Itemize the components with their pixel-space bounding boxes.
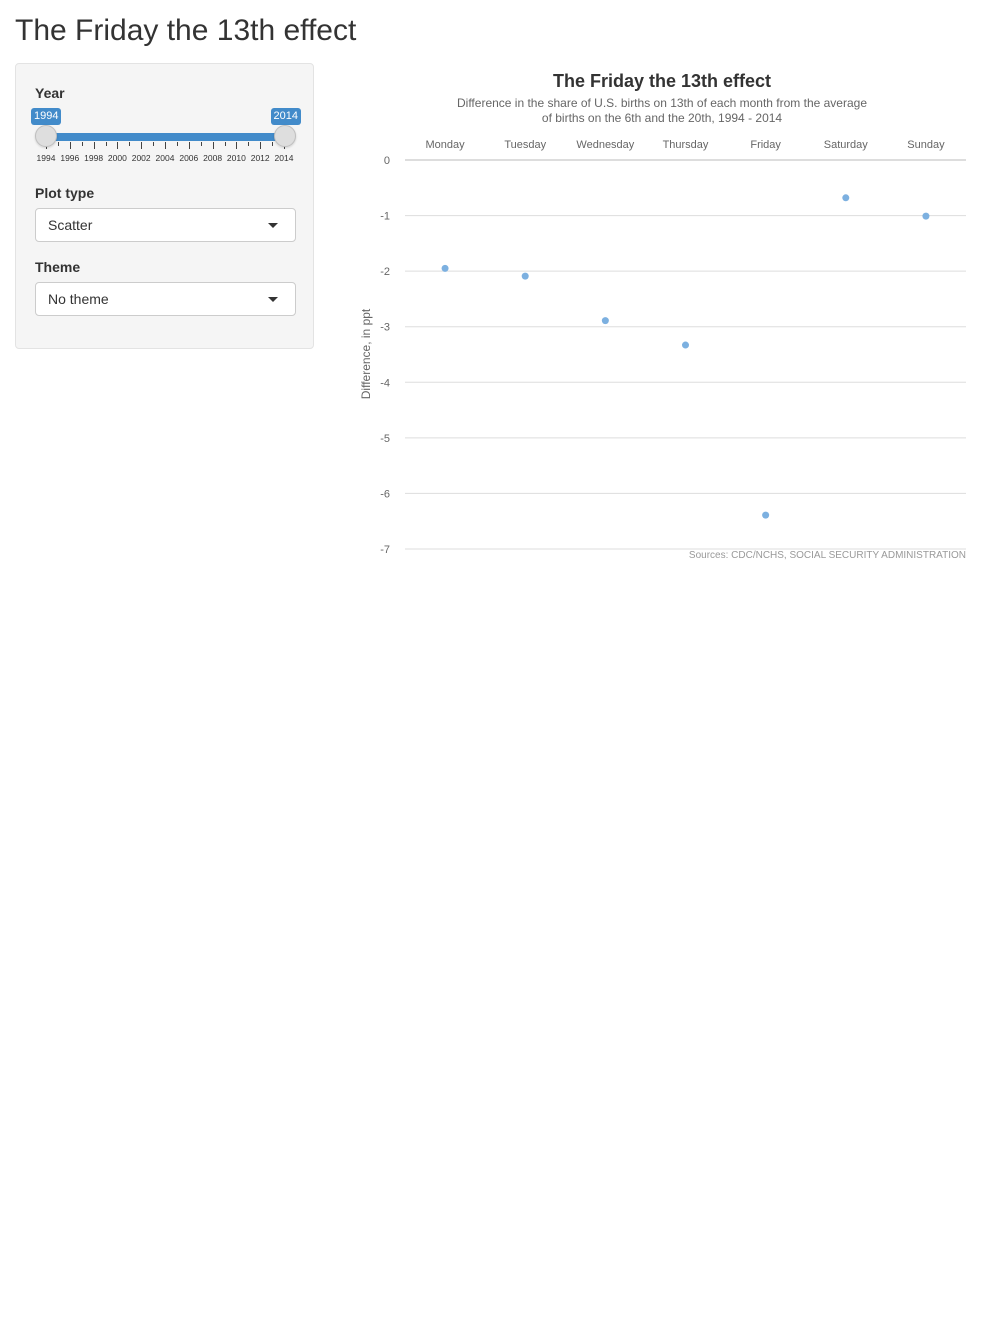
slider-tick-label: 2004 [155, 153, 175, 163]
theme-select[interactable]: No theme [35, 282, 296, 316]
slider-tick [93, 142, 95, 149]
chart-container: The Friday the 13th effect Difference in… [340, 63, 980, 573]
x-tick-label: Friday [750, 139, 781, 151]
chart-title: The Friday the 13th effect [553, 71, 771, 91]
chart-source: Sources: CDC/NCHS, SOCIAL SECURITY ADMIN… [689, 550, 966, 561]
plot-type-label: Plot type [35, 185, 95, 201]
x-tick-label: Saturday [824, 139, 869, 151]
theme-label: Theme [35, 259, 81, 275]
data-point-saturday[interactable] [842, 194, 850, 202]
y-tick-label: -7 [380, 544, 390, 556]
data-point-tuesday[interactable] [521, 272, 529, 280]
slider-tick [165, 142, 166, 149]
plot-type-select[interactable]: Scatter [35, 208, 296, 242]
slider-selected-range[interactable] [45, 133, 285, 141]
data-point-wednesday[interactable] [601, 317, 609, 325]
x-tick-label: Wednesday [576, 139, 634, 151]
slider-from-value: 1994 [31, 108, 62, 125]
y-tick-label: -4 [380, 377, 390, 389]
slider-tick-label: 2006 [179, 153, 199, 163]
slider-tick-label: 1998 [84, 153, 104, 163]
y-tick-label: -5 [380, 433, 390, 445]
chart-subtitle-line-1: Difference in the share of U.S. births o… [457, 96, 867, 110]
slider-from-handle[interactable] [35, 125, 57, 147]
data-point-friday[interactable] [762, 511, 770, 519]
y-tick-label: -2 [380, 266, 390, 278]
slider-tick-label: 2010 [226, 153, 246, 163]
slider-tick-label: 2008 [203, 153, 223, 163]
y-axis-label: Difference, in ppt [359, 308, 373, 399]
plot-type-value: Scatter [48, 217, 93, 233]
chevron-down-icon [268, 223, 278, 228]
data-point-sunday[interactable] [922, 212, 930, 220]
x-tick-label: Monday [426, 139, 466, 151]
slider-tick [105, 142, 107, 146]
slider-tick [176, 142, 178, 146]
slider-tick [141, 142, 143, 149]
slider-tick-label: 2014 [274, 153, 294, 163]
chevron-down-icon [268, 297, 278, 302]
y-axis-ticks: 0 -1 -2 -3 -4 -5 -6 -7 [380, 155, 390, 556]
chart-subtitle-line-2: of births on the 6th and the 20th, 1994 … [542, 111, 783, 125]
slider-tick [212, 142, 214, 149]
theme-value: No theme [48, 291, 109, 307]
year-range-slider[interactable]: 1994 1996 1998 2000 2002 2004 2006 2008 2010 2012… [31, 106, 301, 170]
y-tick-label: 0 [384, 155, 390, 167]
grid-lines [405, 159, 966, 550]
slider-tick [260, 142, 262, 149]
y-tick-label: -1 [380, 211, 390, 223]
page-title: The Friday the 13th effect [15, 14, 357, 47]
slider-tick [236, 142, 238, 149]
slider-tick [224, 142, 226, 146]
slider-tick-label: 2002 [131, 153, 151, 163]
data-points [441, 194, 930, 519]
slider-to-handle[interactable] [274, 125, 296, 147]
slider-tick [153, 142, 155, 146]
scatter-chart: The Friday the 13th effect Difference in… [359, 71, 966, 561]
year-label: Year [35, 85, 65, 101]
data-point-monday[interactable] [441, 264, 449, 272]
slider-tick-label: 2012 [250, 153, 270, 163]
slider-tick [272, 142, 274, 146]
slider-tick [81, 142, 83, 146]
slider-tick [69, 142, 71, 149]
slider-to-value: 2014 [270, 108, 301, 125]
slider-tick [57, 142, 59, 146]
slider-tick [188, 142, 190, 149]
slider-tick [248, 142, 250, 146]
slider-tick [129, 142, 131, 146]
slider-tick [117, 142, 119, 149]
slider-tick-label: 1994 [36, 153, 56, 163]
x-tick-label: Thursday [663, 139, 709, 151]
x-axis-ticks: Monday Tuesday Wednesday Thursday Friday Satu… [426, 139, 946, 151]
y-tick-label: -6 [380, 488, 390, 500]
slider-tick-label: 2000 [107, 153, 127, 163]
slider-tick-label: 1996 [60, 153, 80, 163]
x-tick-label: Sunday [907, 139, 945, 151]
y-tick-label: -3 [380, 322, 390, 334]
data-point-thursday[interactable] [682, 341, 689, 349]
controls-panel: Year 1994 1996 1998 2000 2002 2004 2006 2008 201… [15, 63, 314, 349]
slider-tick [200, 142, 202, 146]
x-tick-label: Tuesday [504, 139, 546, 151]
